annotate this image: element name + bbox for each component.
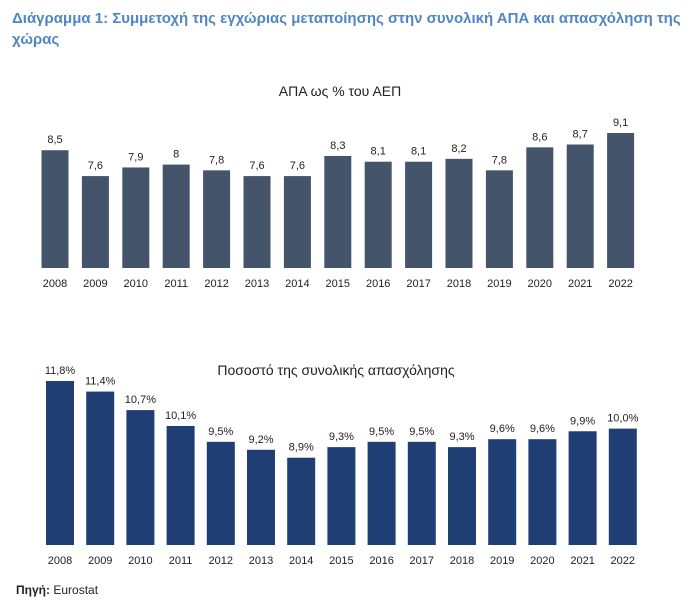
data-label-2010: 7,9 xyxy=(128,151,143,163)
bar-2020 xyxy=(528,439,557,545)
x-tick-2011: 2011 xyxy=(164,278,188,290)
data-label-2015: 9,3% xyxy=(329,431,354,443)
employment-share-bar-chart: Ποσοστό της συνολικής απασχόλησης 11,8% 20… xyxy=(45,362,639,567)
data-label-2009: 11,4% xyxy=(85,376,116,388)
x-tick-2019: 2019 xyxy=(487,278,511,290)
bar-2019 xyxy=(485,170,513,268)
bar-2013 xyxy=(247,449,275,545)
x-tick-2012: 2012 xyxy=(209,555,233,567)
bar-2008 xyxy=(41,150,69,268)
data-label-2016: 8,1 xyxy=(371,146,386,158)
source-value: Eurostat xyxy=(53,583,99,597)
bar-2018 xyxy=(445,158,473,268)
chart-title: ΑΠΑ ως % του ΑΕΠ xyxy=(279,83,402,99)
bar-2016 xyxy=(367,441,396,545)
bar-2016 xyxy=(364,161,392,268)
bar-2009 xyxy=(86,391,115,545)
data-label-2008: 11,8% xyxy=(45,365,76,377)
x-tick-2010: 2010 xyxy=(124,278,148,290)
bar-2010 xyxy=(126,410,155,545)
bar-2014 xyxy=(283,176,311,268)
bar-2011 xyxy=(166,425,195,545)
data-label-2018: 9,3% xyxy=(449,431,474,443)
data-label-2013: 9,2% xyxy=(248,434,273,446)
bar-2012 xyxy=(203,170,231,268)
x-tick-2022: 2022 xyxy=(611,555,635,567)
x-tick-2013: 2013 xyxy=(249,555,273,567)
x-tick-2017: 2017 xyxy=(410,555,434,567)
bar-2017 xyxy=(405,161,433,268)
x-tick-2014: 2014 xyxy=(289,555,313,567)
x-tick-2008: 2008 xyxy=(48,555,72,567)
source-note: Πηγή: Eurostat xyxy=(16,583,98,597)
data-label-2018: 8,2 xyxy=(451,143,466,155)
x-tick-2019: 2019 xyxy=(490,555,514,567)
data-label-2013: 7,6 xyxy=(249,160,264,172)
x-tick-2017: 2017 xyxy=(406,278,430,290)
data-label-2019: 7,8 xyxy=(492,154,507,166)
x-tick-2021: 2021 xyxy=(570,555,594,567)
x-tick-2020: 2020 xyxy=(528,278,552,290)
x-tick-2009: 2009 xyxy=(83,278,107,290)
bar-2022 xyxy=(608,428,637,545)
bar-2013 xyxy=(243,176,271,268)
data-label-2012: 7,8 xyxy=(209,154,224,166)
x-tick-2015: 2015 xyxy=(329,555,353,567)
data-label-2022: 9,1 xyxy=(613,117,628,129)
apa-gdp-bar-chart: ΑΠΑ ως % του ΑΕΠ 8,5 2008 7,6 2009 7,9 2010 8 20… xyxy=(41,83,635,290)
x-tick-2009: 2009 xyxy=(88,555,112,567)
data-label-2021: 8,7 xyxy=(573,128,588,140)
bar-2020 xyxy=(526,147,554,268)
x-tick-2018: 2018 xyxy=(450,555,474,567)
source-label: Πηγή: xyxy=(16,583,50,597)
data-label-2022: 10,0% xyxy=(607,413,638,425)
x-tick-2022: 2022 xyxy=(608,278,632,290)
x-tick-2016: 2016 xyxy=(369,555,393,567)
bar-2022 xyxy=(607,133,635,268)
figure-title: Διάγραμμα 1: Συμμετοχή της εγχώριας μετα… xyxy=(12,10,681,48)
x-tick-2014: 2014 xyxy=(285,278,309,290)
bar-2012 xyxy=(206,441,235,545)
data-label-2015: 8,3 xyxy=(330,140,345,152)
bar-2009 xyxy=(81,176,109,268)
bar-2014 xyxy=(287,457,316,545)
data-label-2010: 10,7% xyxy=(125,394,156,406)
data-label-2017: 8,1 xyxy=(411,146,426,158)
data-label-2019: 9,6% xyxy=(490,423,515,435)
x-tick-2020: 2020 xyxy=(530,555,554,567)
x-tick-2012: 2012 xyxy=(204,278,228,290)
x-tick-2015: 2015 xyxy=(326,278,350,290)
data-label-2020: 8,6 xyxy=(532,131,547,143)
data-label-2021: 9,9% xyxy=(570,415,595,427)
chart-title: Ποσοστό της συνολικής απασχόλησης xyxy=(217,362,454,378)
bar-2015 xyxy=(324,155,352,268)
x-tick-2018: 2018 xyxy=(447,278,471,290)
bar-2008 xyxy=(46,381,74,545)
bar-2019 xyxy=(488,439,517,545)
data-label-2014: 8,9% xyxy=(289,442,314,454)
data-label-2008: 8,5 xyxy=(47,134,62,146)
bar-2021 xyxy=(566,144,594,268)
x-tick-2021: 2021 xyxy=(568,278,592,290)
data-label-2017: 9,5% xyxy=(409,426,434,438)
x-tick-2010: 2010 xyxy=(128,555,152,567)
bar-2011 xyxy=(162,164,190,268)
bar-2018 xyxy=(448,447,476,545)
data-label-2012: 9,5% xyxy=(208,426,233,438)
data-label-2011: 10,1% xyxy=(165,410,196,422)
bar-2021 xyxy=(568,431,597,545)
bar-2017 xyxy=(407,441,436,545)
x-tick-2013: 2013 xyxy=(245,278,269,290)
data-label-2020: 9,6% xyxy=(530,423,555,435)
bar-2015 xyxy=(327,447,356,545)
data-label-2011: 8 xyxy=(173,149,179,161)
x-tick-2008: 2008 xyxy=(43,278,67,290)
x-tick-2011: 2011 xyxy=(169,555,193,567)
data-label-2014: 7,6 xyxy=(290,160,305,172)
bar-2010 xyxy=(122,167,150,268)
x-tick-2016: 2016 xyxy=(366,278,390,290)
data-label-2009: 7,6 xyxy=(88,160,103,172)
data-label-2016: 9,5% xyxy=(369,426,394,438)
